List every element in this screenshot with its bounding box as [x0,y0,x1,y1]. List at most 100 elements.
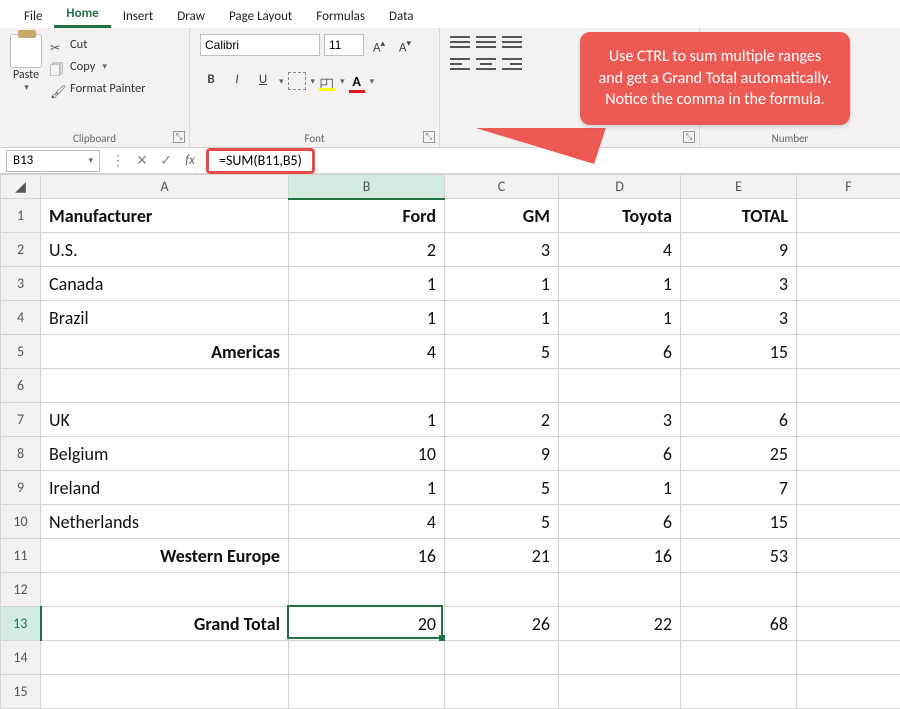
cell-D14[interactable] [559,641,681,675]
cancel-formula-button[interactable]: ✕ [130,152,154,169]
name-box[interactable]: B13 ▾ [6,150,100,172]
italic-button[interactable]: I [226,70,248,92]
cell-C4[interactable]: 1 [445,301,559,335]
worksheet[interactable]: ◢ A B C D E F 1ManufacturerFordGMToyotaT… [0,174,900,709]
col-header-b[interactable]: B [289,175,445,199]
cell-D4[interactable]: 1 [559,301,681,335]
cell-C8[interactable]: 9 [445,437,559,471]
enter-formula-button[interactable]: ✓ [154,152,178,169]
align-left-button[interactable] [450,56,470,72]
cell-D8[interactable]: 6 [559,437,681,471]
cell-C5[interactable]: 5 [445,335,559,369]
cell-C10[interactable]: 5 [445,505,559,539]
cell-E2[interactable]: 9 [681,233,797,267]
cell-A2[interactable]: U.S. [41,233,289,267]
cell-A12[interactable] [41,573,289,607]
cell-A13[interactable]: Grand Total [41,607,289,641]
cell-C2[interactable]: 3 [445,233,559,267]
borders-button[interactable] [288,72,306,90]
cell-D10[interactable]: 6 [559,505,681,539]
cell-B2[interactable]: 2 [289,233,445,267]
cell-B8[interactable]: 10 [289,437,445,471]
align-center-button[interactable] [476,56,496,72]
cell-A8[interactable]: Belgium [41,437,289,471]
cell-F1[interactable] [797,199,900,233]
cell-A6[interactable] [41,369,289,403]
cell-B3[interactable]: 1 [289,267,445,301]
align-middle-button[interactable] [476,34,496,50]
decrease-font-button[interactable]: A▾ [394,34,416,56]
row-header[interactable]: 10 [1,505,41,539]
col-header-e[interactable]: E [681,175,797,199]
copy-button[interactable]: Copy▾ [50,56,146,78]
cell-A10[interactable]: Netherlands [41,505,289,539]
cell-F3[interactable] [797,267,900,301]
cell-B15[interactable] [289,675,445,709]
insert-function-button[interactable]: fx [178,153,202,168]
row-header[interactable]: 13 [1,607,41,641]
font-size-select[interactable] [324,34,364,56]
col-header-c[interactable]: C [445,175,559,199]
cell-F5[interactable] [797,335,900,369]
cell-F14[interactable] [797,641,900,675]
cell-C9[interactable]: 5 [445,471,559,505]
cell-C11[interactable]: 21 [445,539,559,573]
row-header[interactable]: 7 [1,403,41,437]
cell-B13[interactable]: 20 [289,607,445,641]
row-header[interactable]: 5 [1,335,41,369]
clipboard-dialog-launcher[interactable]: ⤡ [173,131,185,143]
select-all-corner[interactable]: ◢ [1,175,41,199]
paste-button[interactable]: Paste ▾ [10,34,42,93]
cell-B12[interactable] [289,573,445,607]
cell-D1[interactable]: Toyota [559,199,681,233]
row-header[interactable]: 12 [1,573,41,607]
cell-C13[interactable]: 26 [445,607,559,641]
row-header[interactable]: 15 [1,675,41,709]
cell-A15[interactable] [41,675,289,709]
tab-home[interactable]: Home [54,2,110,28]
tab-insert[interactable]: Insert [111,5,166,28]
cell-C6[interactable] [445,369,559,403]
cell-F8[interactable] [797,437,900,471]
cell-D11[interactable]: 16 [559,539,681,573]
row-header[interactable]: 4 [1,301,41,335]
cell-A3[interactable]: Canada [41,267,289,301]
cell-B10[interactable]: 4 [289,505,445,539]
cell-B1[interactable]: Ford [289,199,445,233]
cell-B5[interactable]: 4 [289,335,445,369]
cell-D3[interactable]: 1 [559,267,681,301]
cell-F13[interactable] [797,607,900,641]
cell-E14[interactable] [681,641,797,675]
col-header-d[interactable]: D [559,175,681,199]
cell-B4[interactable]: 1 [289,301,445,335]
col-header-f[interactable]: F [797,175,900,199]
cell-A14[interactable] [41,641,289,675]
cell-E4[interactable]: 3 [681,301,797,335]
col-header-a[interactable]: A [41,175,289,199]
cell-E15[interactable] [681,675,797,709]
cell-D6[interactable] [559,369,681,403]
cell-C14[interactable] [445,641,559,675]
cell-A9[interactable]: Ireland [41,471,289,505]
cell-A11[interactable]: Western Europe [41,539,289,573]
cell-F12[interactable] [797,573,900,607]
cell-B7[interactable]: 1 [289,403,445,437]
cell-A1[interactable]: Manufacturer [41,199,289,233]
row-header[interactable]: 14 [1,641,41,675]
cell-F9[interactable] [797,471,900,505]
alignment-dialog-launcher[interactable]: ⤡ [683,131,695,143]
tab-data[interactable]: Data [377,5,426,28]
row-header[interactable]: 3 [1,267,41,301]
font-color-button[interactable]: A [349,73,365,90]
font-dialog-launcher[interactable]: ⤡ [423,131,435,143]
align-right-button[interactable] [502,56,522,72]
fill-color-button[interactable] [319,74,335,88]
cell-C7[interactable]: 2 [445,403,559,437]
cell-E13[interactable]: 68 [681,607,797,641]
tab-formulas[interactable]: Formulas [304,5,377,28]
cell-F15[interactable] [797,675,900,709]
cell-A4[interactable]: Brazil [41,301,289,335]
cell-C12[interactable] [445,573,559,607]
row-header[interactable]: 9 [1,471,41,505]
row-header[interactable]: 8 [1,437,41,471]
